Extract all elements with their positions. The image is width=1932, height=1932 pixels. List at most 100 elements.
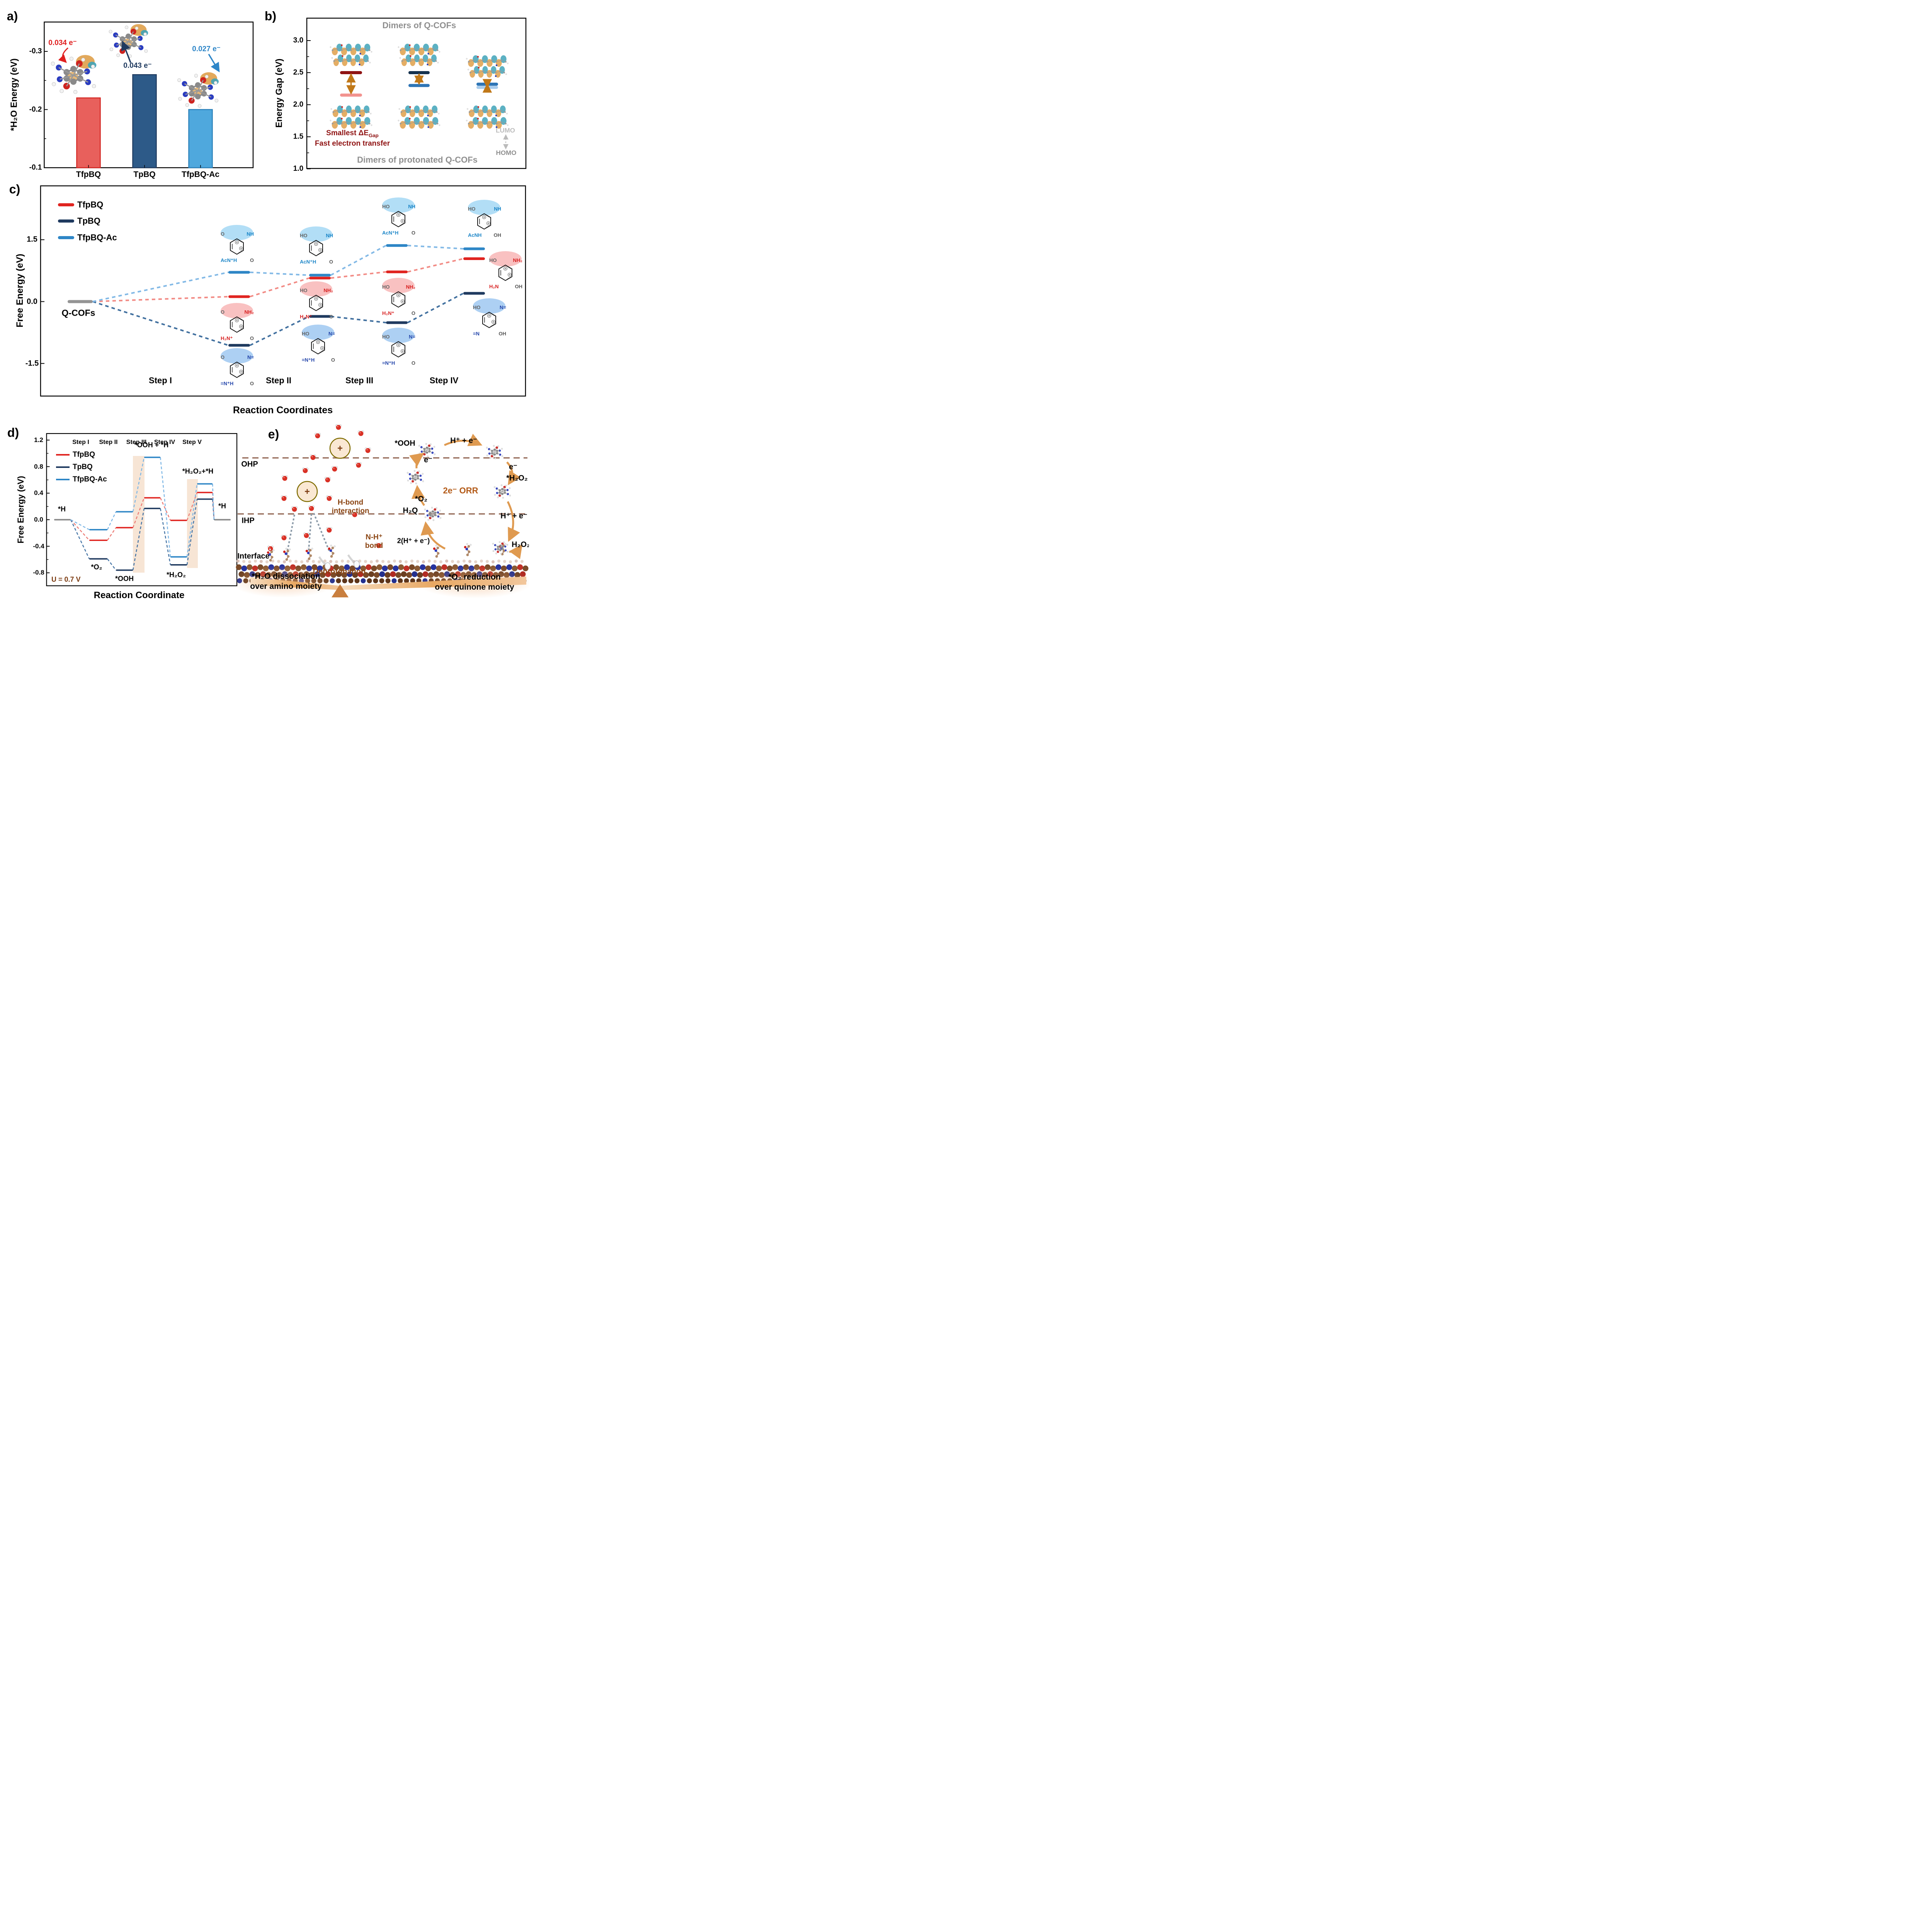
structure-label: HO — [489, 257, 497, 263]
note-sub: Gap — [368, 132, 379, 138]
panel-c-step-label: Step IV — [429, 376, 459, 385]
annotation-arrow-red — [58, 47, 68, 63]
structure-label: N= — [328, 331, 335, 337]
h-bond-dash — [313, 513, 330, 551]
level-TfpBQ-Ac-step2 — [309, 274, 331, 277]
dimer-level-lower-TfpBQ — [340, 94, 362, 97]
orbital-molecule-graphic — [466, 55, 509, 67]
cycle-ooh-label: *OOH — [395, 439, 415, 448]
charge-annotation-tfpbq: 0.034 e⁻ — [48, 39, 77, 47]
profile-connector-TfpBQ-Ac — [107, 511, 117, 530]
water-molecule — [267, 546, 274, 551]
connector-TfpBQ-Ac — [92, 271, 229, 303]
cycle-arrow — [509, 544, 523, 559]
water-molecule — [281, 475, 288, 481]
water-molecule — [281, 495, 287, 501]
structure-label: =N⁺H — [221, 381, 233, 386]
panel-c-letter: c) — [9, 182, 20, 196]
profile-connector-TpBQ — [186, 499, 198, 565]
intermediate-structure-TpBQ: HO N= =N⁺H O — [302, 325, 335, 363]
water-molecule — [314, 433, 321, 439]
panel-d-letter: d) — [7, 425, 19, 440]
plus-charge-label: + — [304, 486, 310, 497]
panel-d-frame — [46, 433, 238, 587]
water-molecule — [351, 512, 358, 517]
ihp-label: IHP — [242, 516, 255, 525]
panel-d-legend-TfpBQ-Ac: TfpBQ-Ac — [73, 475, 107, 483]
structure-label: =N⁺H — [302, 357, 315, 363]
profile-level-TfpBQ — [170, 519, 187, 521]
caption-left-line1: *H₂O dissociation — [252, 572, 320, 581]
panel-d-step-header: Step IV — [154, 439, 175, 446]
connector-TpBQ — [330, 315, 386, 323]
panel-b-ytick: 2.0 — [293, 100, 304, 109]
surface-moiety-molecule — [305, 547, 313, 560]
profile-level-TpBQ — [170, 564, 187, 566]
panel-d-ytick: 0.8 — [34, 463, 43, 470]
water-molecule — [331, 466, 338, 472]
structure-label: AcN⁺H — [300, 259, 316, 265]
structure-label: HO — [382, 284, 390, 290]
figure-canvas: O NH AcN⁺H O O NH₂ H₂N⁺ O O N= =N⁺H O HO NH AcN⁺H O HO NH… — [0, 0, 529, 604]
orbital-molecule-graphic — [398, 117, 440, 129]
intermediate-structure-TfpBQ-Ac: HO NH AcN⁺H O — [382, 197, 415, 236]
species-OOH-H: *OOH + *H — [134, 441, 169, 449]
connector-TfpBQ — [92, 296, 229, 303]
panel-d-ytick: 1.2 — [34, 436, 43, 444]
profile-level-TfpBQ — [89, 539, 107, 541]
profile-level-TpBQ — [116, 569, 133, 571]
structure-label: O — [221, 231, 224, 237]
cycle-h2o2star-label: *H₂O₂ — [506, 474, 528, 483]
intermediate-structure-TfpBQ-Ac: O NH AcN⁺H O — [221, 225, 254, 263]
structure-label: O — [331, 357, 335, 363]
bar-TfpBQ — [76, 97, 101, 168]
structure-label: O — [250, 335, 254, 341]
profile-level-TfpBQ-Ac — [89, 529, 107, 531]
structure-label: O — [221, 354, 224, 360]
structure-label: OH — [494, 232, 502, 238]
profile-connector-TfpBQ — [132, 497, 145, 528]
note-main: Smallest ΔE — [326, 129, 369, 138]
cycle-arrow — [409, 452, 424, 469]
structure-label: HO — [382, 334, 390, 340]
h-bond-dash — [286, 514, 295, 555]
profile-connector-TfpBQ-Ac — [160, 457, 171, 557]
orbital-molecule-graphic — [466, 117, 509, 129]
h-bond-dash — [308, 514, 312, 554]
level-q-cofs — [68, 300, 93, 303]
panel-d-ytick: 0.0 — [34, 516, 43, 523]
panel-b-letter: b) — [264, 9, 277, 23]
orbital-molecule-graphic — [330, 44, 372, 55]
panel-b-ytick: 1.0 — [293, 165, 304, 173]
profile-level-TfpBQ-Ac — [144, 456, 160, 458]
panel-a-category: TfpBQ-Ac — [182, 170, 219, 179]
structure-label: HO — [382, 204, 390, 209]
panel-a-ytick: -0.3 — [29, 47, 42, 55]
profile-level-TfpBQ — [116, 527, 133, 529]
water-molecule — [364, 447, 371, 453]
panel-d-y-title: Free Energy (eV) — [16, 476, 26, 544]
structure-label: H₂N — [489, 284, 499, 289]
homo-label: HOMO — [496, 149, 517, 156]
orbital-molecule-graphic — [330, 117, 372, 129]
water-molecule — [326, 495, 333, 501]
species-H2O2-H: *H₂O₂+*H — [182, 467, 214, 475]
profile-connector-TfpBQ-Ac — [70, 519, 90, 530]
profile-connector-TfpBQ-Ac — [212, 484, 215, 520]
charge-annotation-tpbq: 0.043 e⁻ — [123, 61, 152, 70]
water-molecule — [303, 532, 310, 538]
surface-moiety-molecule — [267, 548, 275, 562]
cycle-arrow — [507, 501, 520, 542]
panel-d-ytick: -0.8 — [33, 569, 44, 577]
legend-swatch-TpBQ — [58, 219, 74, 223]
structure-label: HO — [300, 233, 308, 238]
water-molecule — [308, 505, 315, 511]
structure-label: AcN⁺H — [382, 230, 398, 236]
ohp-label: OHP — [241, 460, 258, 469]
legend-label-TfpBQ: TfpBQ — [77, 200, 104, 209]
panel-c-step-label: Step III — [345, 376, 374, 385]
panel-d-legend-TpBQ: TpBQ — [73, 463, 93, 471]
profile-connector-TpBQ — [160, 508, 171, 565]
legend-swatch-TfpBQ-Ac — [58, 236, 74, 239]
